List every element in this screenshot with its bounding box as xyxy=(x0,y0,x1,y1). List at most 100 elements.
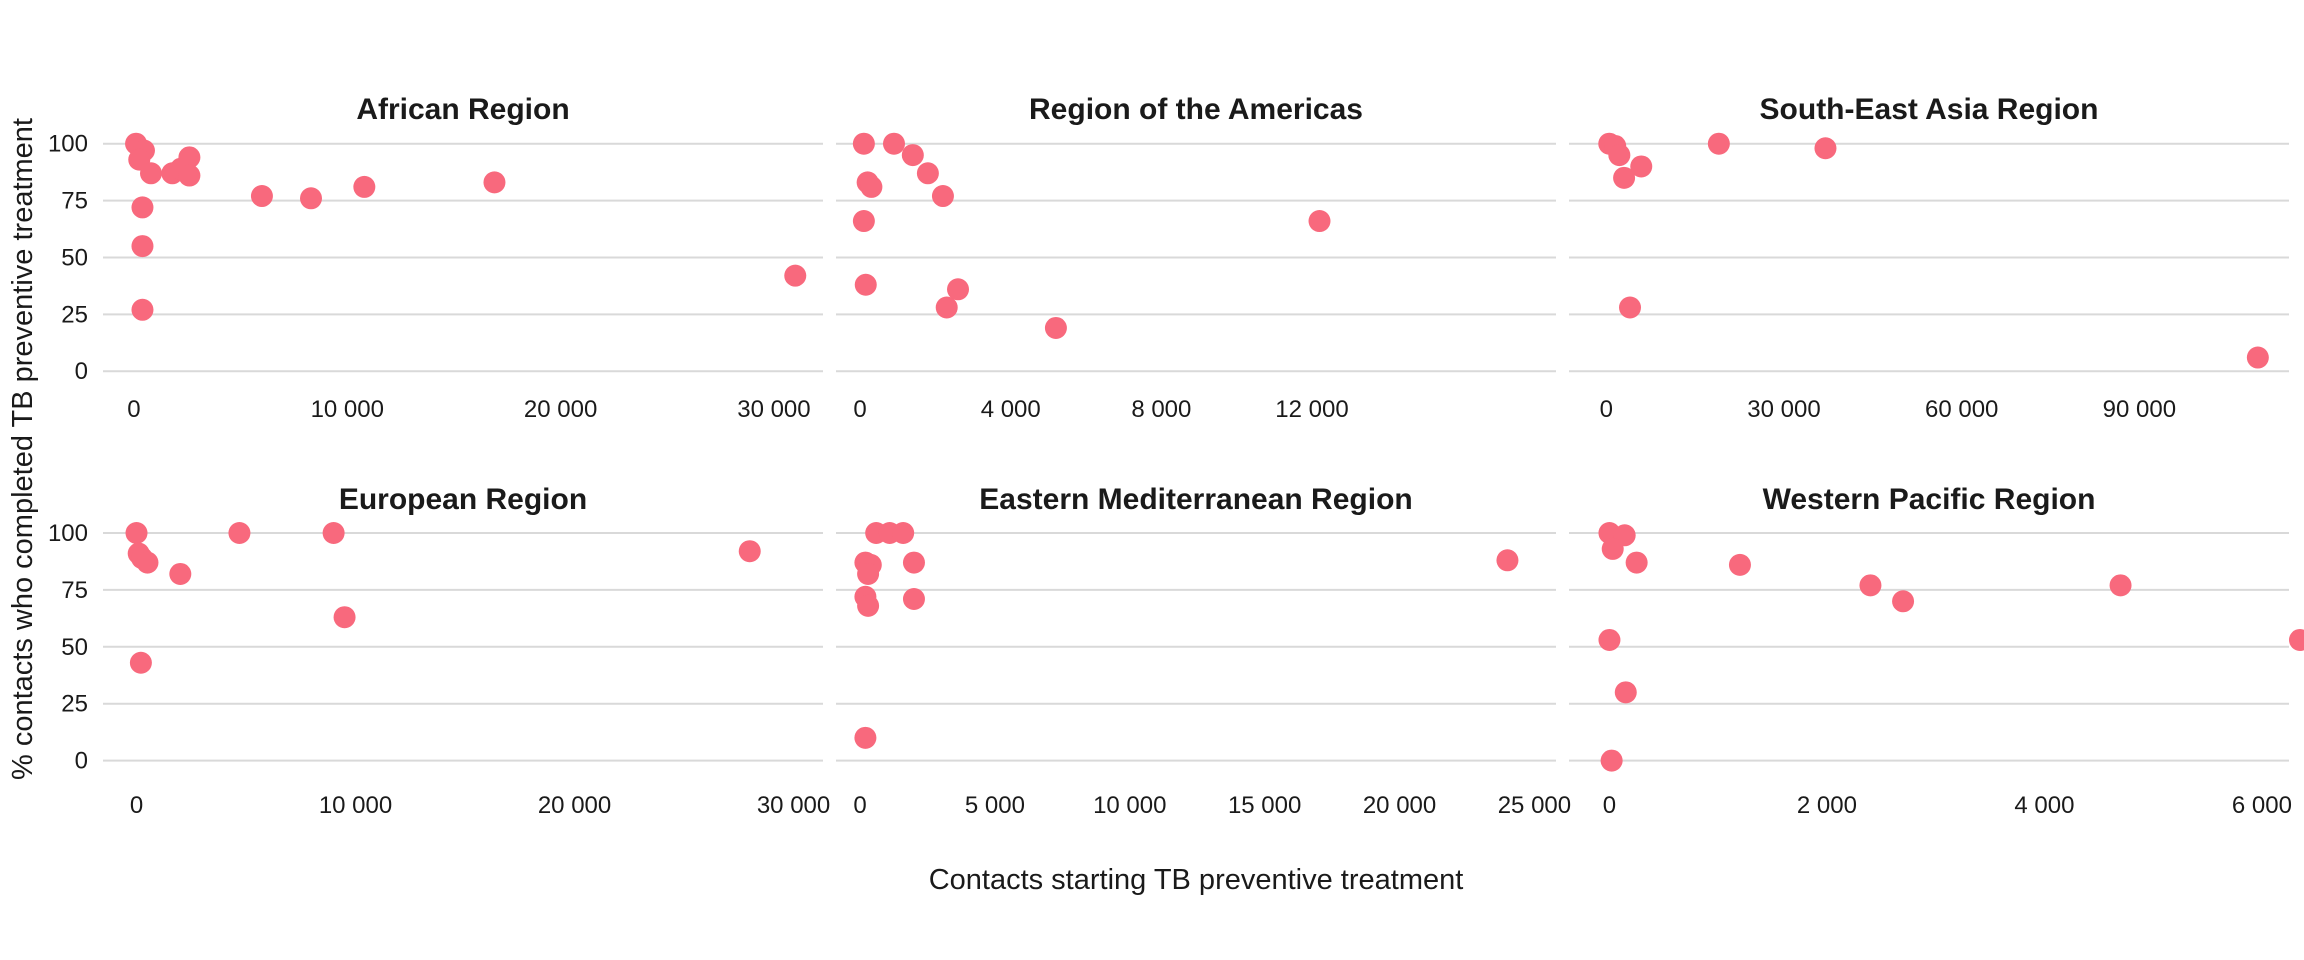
data-point xyxy=(1598,628,1621,651)
data-point xyxy=(901,144,924,167)
facet-south-east-asia-region: South-East Asia Region 0 30 000 60 000 90 00… xyxy=(1569,93,2289,423)
data-point xyxy=(857,562,880,585)
data-point xyxy=(902,588,925,611)
data-point xyxy=(738,540,761,563)
x-tick-label: 10 000 xyxy=(311,396,384,423)
data-point xyxy=(1601,537,1624,560)
y-tick-label: 25 xyxy=(61,301,88,328)
data-point xyxy=(860,175,883,198)
data-point xyxy=(131,298,154,321)
data-point xyxy=(935,296,958,319)
data-point xyxy=(483,171,506,194)
x-tick-label: 90 000 xyxy=(2103,396,2176,423)
y-tick-label: 75 xyxy=(61,188,88,215)
data-point xyxy=(2109,574,2132,597)
data-point xyxy=(1892,590,1915,613)
data-point xyxy=(300,187,322,210)
y-tick-label: 50 xyxy=(61,244,88,271)
data-point xyxy=(854,726,877,749)
data-point xyxy=(892,522,915,544)
data-point xyxy=(1859,574,1882,597)
data-point xyxy=(140,162,162,185)
x-tick-label: 30 000 xyxy=(737,396,810,423)
data-point xyxy=(1044,316,1067,339)
x-tick-label: 10 000 xyxy=(1093,792,1166,819)
x-tick-label: 20 000 xyxy=(538,792,611,819)
x-tick-label: 10 000 xyxy=(319,792,392,819)
y-axis-label: % contacts who completed TB preventive t… xyxy=(7,118,39,780)
data-point xyxy=(1600,749,1623,772)
data-point xyxy=(931,185,954,208)
x-tick-label: 8 000 xyxy=(1131,396,1191,423)
y-tick-label: 100 xyxy=(48,131,88,158)
y-tick-label: 0 xyxy=(75,748,88,775)
data-point xyxy=(857,594,880,617)
x-tick-label: 30 000 xyxy=(1747,396,1820,423)
x-axis-label: Contacts starting TB preventive treatmen… xyxy=(929,864,1464,896)
data-point xyxy=(1625,551,1648,574)
x-tick-label: 0 xyxy=(1603,792,1616,819)
y-tick-label: 25 xyxy=(61,691,88,718)
data-point xyxy=(882,132,905,155)
x-tick-label: 20 000 xyxy=(524,396,597,423)
x-tick-label: 15 000 xyxy=(1228,792,1301,819)
data-point xyxy=(228,522,251,544)
x-tick-label: 0 xyxy=(1600,396,1613,423)
x-tick-label: 6 000 xyxy=(2232,792,2292,819)
facet-african-region: African Region 0 10 000 20 000 30 000 100 75 50… xyxy=(48,93,823,423)
data-point xyxy=(852,210,875,233)
x-tick-label: 0 xyxy=(130,792,143,819)
facet-panels: African Region 0 10 000 20 000 30 000 100 75 50… xyxy=(48,93,2304,819)
data-point xyxy=(1707,132,1730,155)
facet-title-region-of-the-americas: Region of the Americas xyxy=(1029,93,1363,126)
data-point xyxy=(1814,137,1837,160)
x-tick-label: 30 000 xyxy=(757,792,830,819)
x-tick-label: 4 000 xyxy=(2014,792,2074,819)
facet-title-western-pacific-region: Western Pacific Region xyxy=(1763,483,2096,516)
data-point xyxy=(131,196,154,219)
facet-title-south-east-asia-region: South-East Asia Region xyxy=(1760,93,2099,126)
x-tick-label: 60 000 xyxy=(1925,396,1998,423)
data-point xyxy=(125,522,148,544)
facet-title-eastern-mediterranean-region: Eastern Mediterranean Region xyxy=(979,483,1412,516)
x-tick-label: 5 000 xyxy=(965,792,1025,819)
facet-eastern-mediterranean-region: Eastern Mediterranean Region 0 5 000 10 000… xyxy=(836,483,1571,819)
facet-title-european-region: European Region xyxy=(339,483,587,516)
facet-western-pacific-region: Western Pacific Region 0 2 000 4 000 6 000 xyxy=(1569,483,2304,819)
data-point xyxy=(1608,144,1631,167)
x-tick-label: 20 000 xyxy=(1363,792,1436,819)
data-point xyxy=(852,132,875,155)
data-point xyxy=(250,185,273,208)
data-point xyxy=(784,264,807,287)
data-point xyxy=(1614,681,1637,704)
data-point xyxy=(1630,155,1653,178)
data-point xyxy=(854,273,877,296)
facet-title-african-region: African Region xyxy=(356,93,569,126)
data-point xyxy=(1308,210,1331,233)
data-point xyxy=(136,551,159,574)
x-tick-label: 0 xyxy=(127,396,140,423)
data-point xyxy=(1613,166,1636,189)
data-point xyxy=(178,146,201,169)
data-point xyxy=(902,551,925,574)
x-tick-label: 0 xyxy=(853,396,866,423)
x-tick-label: 25 000 xyxy=(1498,792,1571,819)
y-tick-label: 0 xyxy=(75,358,88,385)
y-tick-label: 50 xyxy=(61,634,88,661)
data-point xyxy=(353,175,376,198)
x-tick-label: 0 xyxy=(853,792,866,819)
facet-region-of-the-americas: Region of the Americas 0 4 000 8 000 12 000 xyxy=(836,93,1556,423)
x-tick-label: 2 000 xyxy=(1797,792,1857,819)
y-tick-label: 75 xyxy=(61,577,88,604)
data-point xyxy=(322,522,345,544)
data-point xyxy=(1728,553,1751,576)
data-point xyxy=(1496,549,1519,572)
data-point xyxy=(178,164,201,187)
data-point xyxy=(947,278,970,301)
facet-european-region: European Region 0 10 000 20 000 30 000 100 75 5… xyxy=(48,483,830,819)
data-point xyxy=(169,562,192,585)
data-point xyxy=(129,651,152,674)
data-point xyxy=(1619,296,1642,319)
